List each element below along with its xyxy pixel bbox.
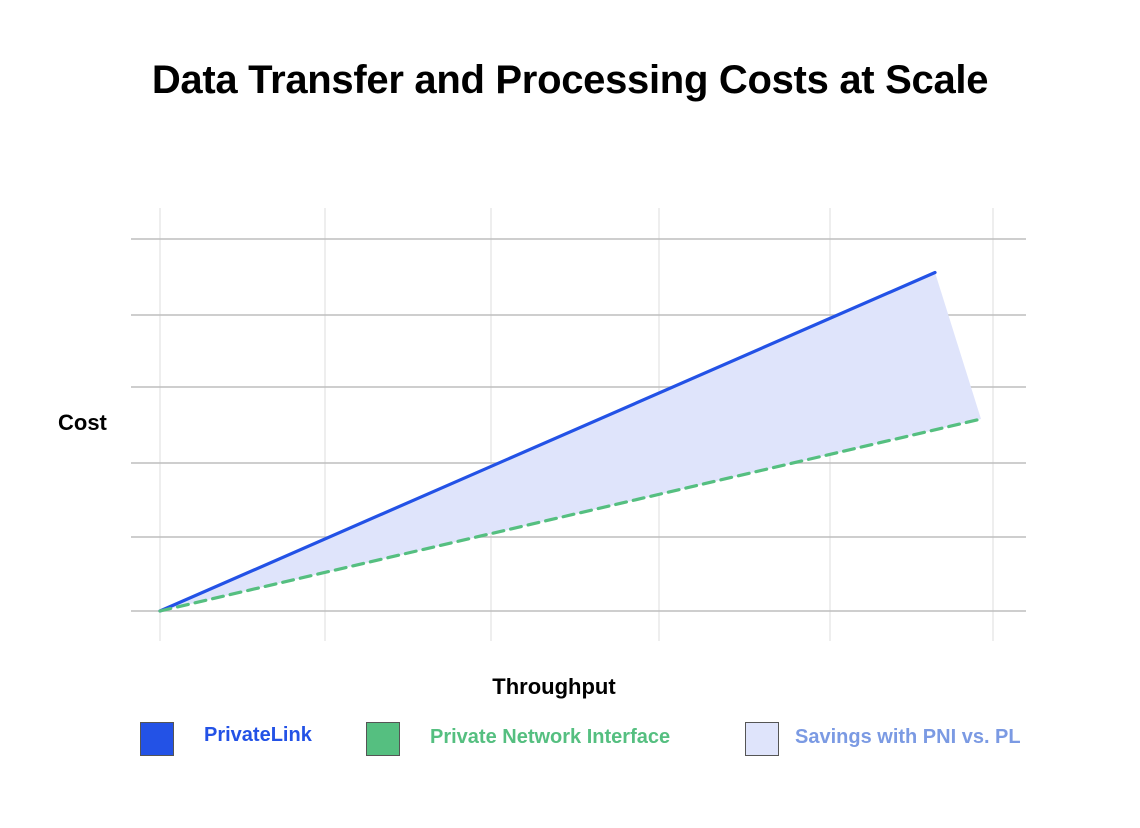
legend-label-privatelink: PrivateLink bbox=[204, 724, 312, 746]
horizontal-gridlines bbox=[131, 238, 1026, 612]
legend-swatch-privatelink bbox=[140, 722, 174, 756]
series-line-private-network-interface bbox=[158, 417, 983, 613]
legend-swatch-savings bbox=[745, 722, 779, 756]
y-axis-label: Cost bbox=[58, 410, 107, 435]
legend-label-private-network-interface: Private Network Interface bbox=[430, 726, 671, 748]
legend-swatch-private-network-interface bbox=[366, 722, 400, 756]
savings-area bbox=[160, 272, 981, 611]
legend-label-savings: Savings with PNI vs. PL bbox=[795, 726, 1021, 748]
series-line-privatelink bbox=[158, 270, 937, 613]
chart-title: Data Transfer and Processing Costs at Sc… bbox=[151, 58, 989, 102]
x-axis-label: Throughput bbox=[492, 674, 616, 699]
